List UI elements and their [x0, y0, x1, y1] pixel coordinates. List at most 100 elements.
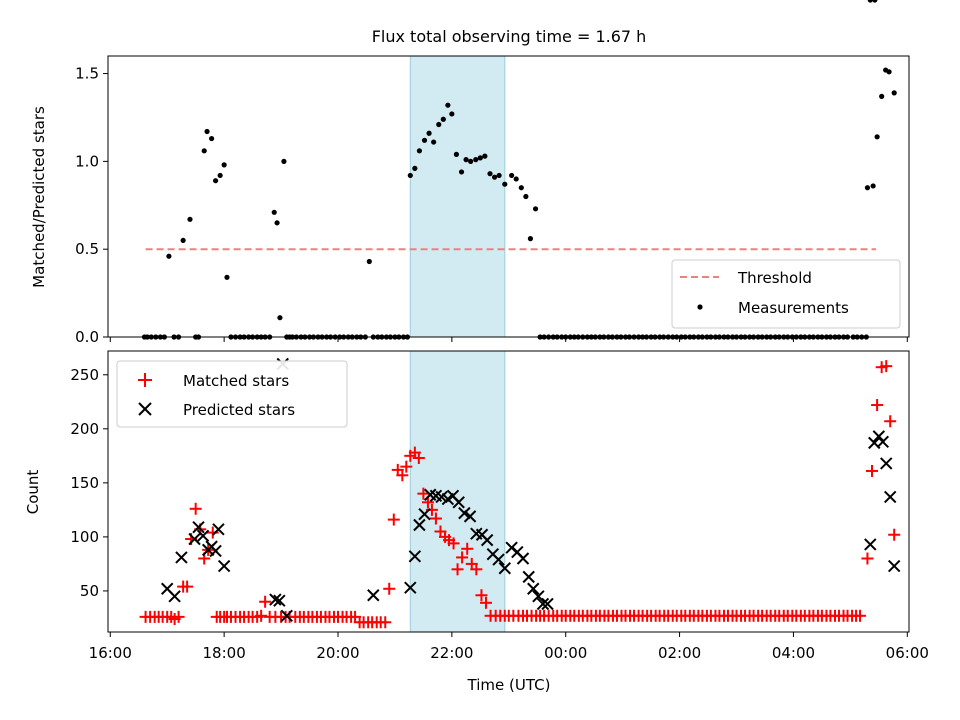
- measurement-point-0-9: [180, 237, 186, 244]
- measurement-point-0-71: [440, 116, 446, 122]
- x-axis-label: Time (UTC): [467, 676, 551, 694]
- chart-title: Flux total observing time = 1.67 h: [372, 27, 647, 46]
- bottom-y-axis-label: Count: [24, 470, 42, 515]
- legend-measurements-label: Measurements: [738, 299, 849, 317]
- predicted-star-point-37: [522, 570, 535, 584]
- bottom-axes-frame: [107, 350, 910, 633]
- measurement-point-0-15: [209, 135, 215, 142]
- matched-star-point-68: [429, 512, 442, 525]
- matched-star-point-28: [255, 609, 268, 622]
- measurement-point-0-84: [502, 181, 508, 187]
- matched-star-point-16: [206, 526, 219, 539]
- top-y-ticks: 0.0 0.5 1.0 1.5: [75, 65, 108, 346]
- measurement-point-1-0: [864, 185, 871, 191]
- predicted-star-point-12: [273, 594, 286, 607]
- bottom-legend-box: [116, 360, 348, 428]
- matched-star-point-65: [417, 487, 430, 500]
- measurement-point-0-19: [224, 274, 230, 280]
- matched-star-point-58: [387, 513, 400, 526]
- predicted-star-point-8: [209, 544, 222, 558]
- legend-matched-swatch: [138, 373, 152, 387]
- predicted-star-points: [160, 357, 901, 622]
- predicted-star-point-3: [188, 532, 201, 546]
- top-axes-frame: [107, 55, 910, 338]
- measurement-point-0-77: [468, 158, 474, 164]
- predicted-star-point-26: [458, 506, 471, 520]
- predicted-star-point-19: [418, 507, 431, 521]
- matched-star-point-56: [379, 616, 392, 629]
- top-highlight-band: [409, 55, 506, 338]
- bottom-y-tick-label-1: 100: [70, 528, 99, 546]
- measurement-point-0-82: [491, 174, 498, 180]
- measurement-point-0-81: [487, 171, 493, 177]
- top-x-ticks: [109, 337, 908, 342]
- matched-star-point-168: [865, 464, 878, 477]
- predicted-star-point-17: [408, 550, 422, 563]
- matched-star-point-79: [480, 596, 493, 609]
- predicted-star-point-1: [168, 590, 181, 603]
- predicted-star-point-16: [404, 581, 417, 594]
- matched-star-point-171: [880, 360, 893, 373]
- measurement-point-0-67: [421, 137, 428, 143]
- predicted-star-point-47: [884, 490, 897, 504]
- top-y-tick-label-0: 0.0: [75, 328, 99, 346]
- x-tick-label-0: 16:00: [89, 644, 132, 662]
- predicted-star-point-18: [413, 518, 426, 532]
- matched-star-point-77: [470, 563, 483, 576]
- predicted-star-point-33: [498, 562, 512, 575]
- bottom-x-ticks: 16:00 18:00 20:00 22:00 00:00 02:00 04:00 06:00: [89, 632, 929, 662]
- measurement-point-0-72: [445, 102, 451, 108]
- top-y-axis-label: Matched/Predicted stars: [30, 106, 48, 288]
- matched-star-point-72: [447, 537, 460, 550]
- predicted-star-point-38: [527, 582, 540, 595]
- bottom-legend: Matched stars Predicted stars: [116, 360, 348, 428]
- measurement-point-0-80: [482, 153, 488, 159]
- predicted-star-point-45: [876, 435, 890, 448]
- predicted-star-point-42: [864, 538, 877, 551]
- x-tick-label-2: 20:00: [316, 644, 359, 662]
- matched-star-point-29: [259, 595, 272, 608]
- predicted-star-point-14: [280, 609, 293, 622]
- measurement-point-1-6: [891, 90, 897, 96]
- top-y-tick-label-1: 0.5: [75, 240, 99, 258]
- predicted-star-point-40: [536, 597, 550, 611]
- bottom-panel: 50 100 150 200 250 16:00 18:00 20:00 22:00 00:00…: [24, 350, 929, 694]
- measurement-point-0-66: [416, 148, 423, 154]
- measurement-point-0-85: [509, 172, 515, 179]
- legend-matched-label: Matched stars: [183, 372, 289, 390]
- measurement-point-0-75: [458, 169, 465, 175]
- measurement-point-0-68: [426, 130, 432, 136]
- bottom-y-tick-label-4: 250: [70, 366, 99, 384]
- measurement-point-0-86: [513, 176, 519, 182]
- legend-threshold-label: Threshold: [737, 269, 812, 287]
- measurement-point-0-76: [463, 157, 469, 163]
- measurement-point-0-31: [274, 220, 280, 226]
- matched-star-point-173: [888, 528, 901, 541]
- predicted-star-point-30: [480, 533, 494, 547]
- matched-star-point-61: [400, 460, 413, 473]
- measurement-point-0-69: [431, 139, 437, 145]
- measurement-point-0-18: [221, 162, 227, 168]
- top-panel: 0.0 0.5 1.0 1.5 Matched/Predicted stars Thr…: [30, 0, 910, 346]
- matched-star-point-73: [451, 563, 464, 576]
- measurement-point-0-16: [212, 178, 219, 184]
- measurement-point-0-13: [201, 148, 207, 154]
- measurement-point-1-5: [886, 69, 892, 75]
- predicted-star-point-2: [175, 551, 188, 564]
- matched-star-point-166: [854, 609, 867, 622]
- top-y-tick-label-3: 1.5: [75, 65, 99, 83]
- measurement-point-0-54: [366, 258, 372, 265]
- x-tick-label-6: 04:00: [772, 644, 815, 662]
- measurement-point-0-14: [204, 128, 210, 135]
- measurement-point-0-74: [453, 151, 460, 157]
- measurement-point-0-30: [271, 209, 277, 215]
- x-tick-label-7: 06:00: [886, 644, 929, 662]
- matched-star-point-78: [475, 589, 488, 602]
- x-tick-label-3: 22:00: [430, 644, 473, 662]
- bottom-y-tick-label-2: 150: [70, 474, 99, 492]
- measurement-point-0-17: [217, 172, 223, 179]
- predicted-star-point-46: [880, 457, 893, 470]
- matched-star-point-10: [181, 580, 194, 593]
- measurement-point-0-87: [518, 185, 524, 191]
